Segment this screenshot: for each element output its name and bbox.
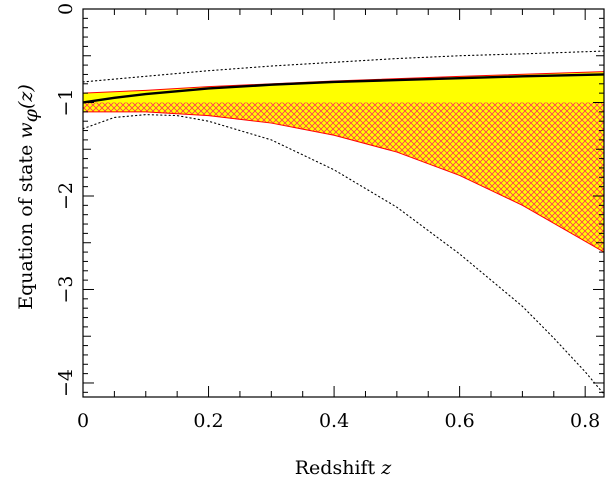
x-tick-label: 0.2 xyxy=(193,410,223,432)
x-tick-label: 0.8 xyxy=(570,410,600,432)
x-tick-label: 0.6 xyxy=(445,410,475,432)
band-hatch xyxy=(83,102,604,253)
y-tick-label: −3 xyxy=(55,275,77,303)
y-tick-label: 0 xyxy=(55,3,77,15)
y-tick-label: −2 xyxy=(55,182,77,210)
x-axis-label: Redshift z xyxy=(295,457,392,479)
series-line-solid-2 xyxy=(83,73,604,104)
y-tick-label: −4 xyxy=(55,369,77,397)
plot-frame xyxy=(82,8,605,398)
x-tick-label: 0 xyxy=(77,410,89,432)
band-edge-hatch xyxy=(83,111,604,253)
band-yellow xyxy=(83,71,604,103)
y-axis-label: Equation of state wφ(z) xyxy=(15,84,42,310)
y-tick-label: −1 xyxy=(55,88,77,116)
x-tick-label: 0.4 xyxy=(319,410,349,432)
series-line-dotted-0 xyxy=(83,50,604,83)
